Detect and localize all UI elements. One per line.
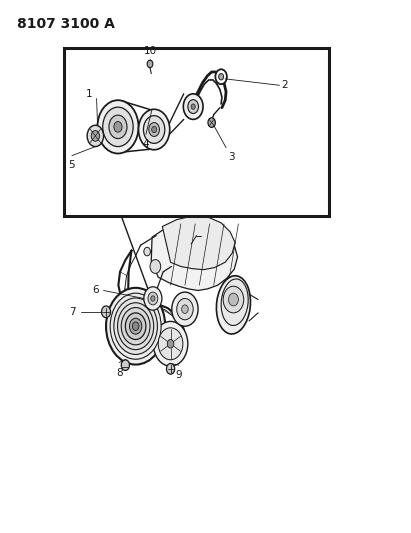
Circle shape (182, 305, 188, 313)
Circle shape (167, 340, 174, 348)
Circle shape (153, 321, 188, 366)
Bar (64, 48, 329, 216)
Polygon shape (151, 223, 238, 290)
Circle shape (158, 328, 183, 360)
Circle shape (149, 123, 159, 136)
Text: 6: 6 (92, 286, 99, 295)
Circle shape (191, 104, 195, 109)
Polygon shape (162, 216, 235, 270)
Circle shape (144, 287, 162, 310)
Text: 4: 4 (143, 139, 149, 149)
Circle shape (132, 322, 139, 330)
Circle shape (183, 94, 203, 119)
Circle shape (208, 118, 215, 127)
Circle shape (118, 303, 154, 350)
Circle shape (150, 260, 161, 273)
Circle shape (215, 69, 227, 84)
Circle shape (188, 100, 199, 114)
Circle shape (114, 122, 122, 132)
Text: 9: 9 (175, 370, 182, 381)
Circle shape (97, 100, 139, 154)
Circle shape (121, 360, 129, 370)
Circle shape (143, 116, 165, 143)
Circle shape (172, 292, 198, 326)
Circle shape (106, 288, 165, 365)
Circle shape (110, 293, 161, 359)
Text: 3: 3 (228, 152, 235, 162)
Circle shape (109, 115, 127, 139)
Circle shape (144, 247, 150, 256)
Circle shape (125, 313, 146, 340)
Circle shape (223, 286, 244, 313)
Ellipse shape (221, 279, 248, 326)
Circle shape (148, 292, 158, 305)
Circle shape (147, 60, 153, 68)
Circle shape (121, 308, 150, 345)
Circle shape (114, 298, 157, 354)
Ellipse shape (217, 276, 250, 334)
Circle shape (139, 109, 170, 150)
Circle shape (102, 306, 111, 318)
Circle shape (219, 74, 224, 80)
Circle shape (103, 107, 133, 147)
Text: 8: 8 (116, 368, 122, 378)
Text: 7: 7 (69, 307, 76, 317)
Circle shape (229, 293, 238, 306)
Circle shape (152, 126, 157, 133)
Circle shape (87, 125, 104, 147)
Circle shape (177, 298, 193, 320)
Circle shape (129, 318, 142, 334)
Circle shape (166, 364, 175, 374)
Text: 1: 1 (86, 88, 92, 99)
Circle shape (151, 296, 155, 301)
Circle shape (91, 131, 99, 141)
Text: 8107 3100 A: 8107 3100 A (17, 17, 115, 31)
Text: 10: 10 (143, 46, 157, 56)
Text: 2: 2 (282, 80, 288, 90)
Text: 5: 5 (69, 160, 75, 170)
